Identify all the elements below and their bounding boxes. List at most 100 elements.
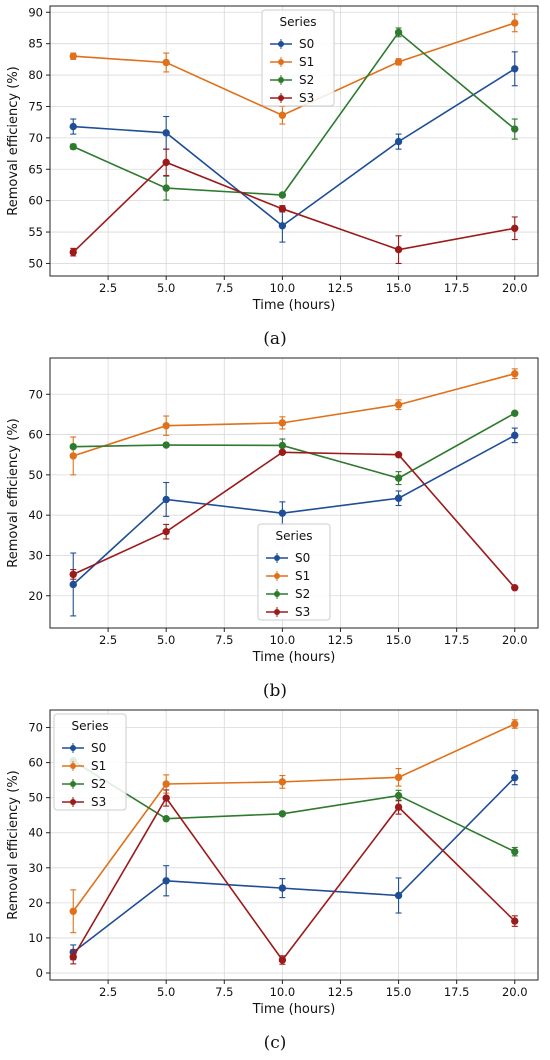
x-tick-label: 10.0 [270,281,296,295]
y-tick-label: 20 [28,589,43,603]
data-point [394,28,403,37]
legend-title: Series [276,529,313,543]
plot-frame [49,5,539,277]
data-point [394,773,403,782]
data-point [394,803,403,811]
data-point [69,442,77,451]
y-axis-label: Removal efficiency (%) [6,418,21,568]
data-point [511,65,519,73]
legend-entry-label: S2 [299,73,314,87]
legend: Series S0 S1 S2 S3 [261,9,335,107]
data-point [162,184,170,192]
legend-entry-label: S2 [295,587,310,601]
x-tick-label: 7.5 [215,985,233,999]
data-point [69,907,77,915]
data-point [278,810,287,818]
y-tick-label: 55 [28,225,43,239]
x-tick-label: 7.5 [215,633,233,647]
series-s0 [69,427,519,617]
legend-entry-label: S3 [295,605,310,619]
data-point [162,441,170,449]
legend-swatch-marker [274,591,280,597]
series-line [72,796,516,962]
data-point [511,370,519,378]
y-tick-label: 50 [28,468,43,482]
data-point [69,52,77,60]
data-point [511,409,519,417]
chart-panel-a: 2.5 5.0 7.5 10.0 12.5 15.0 17.5 20.0 50 55 60 65 70 7… [0,0,550,352]
data-point [278,778,287,786]
data-point [162,422,170,430]
legend-swatch-marker [70,763,76,769]
data-point [511,720,519,728]
x-tick-label: 12.5 [328,281,354,295]
data-point [69,580,77,589]
legend-title: Series [280,15,317,29]
y-tick-label: 65 [28,162,43,176]
y-tick-label: 0 [36,966,43,980]
legend-swatch-marker [274,573,280,579]
data-point [162,527,170,536]
data-point [162,129,170,137]
data-point [162,780,170,788]
y-tick-label: 70 [28,131,43,145]
legend-swatch-marker [274,609,280,615]
series-s3 [69,148,519,264]
x-axis-label: Time (hours) [252,1002,336,1017]
legend-entry-label: S1 [295,569,310,583]
data-point [511,917,519,925]
data-point [511,19,519,27]
data-point [278,884,287,892]
data-point [278,191,287,199]
data-point [278,509,287,517]
legend-swatch-marker [278,95,284,101]
panel-label: (b) [263,681,287,701]
x-tick-label: 12.5 [328,633,354,647]
legend-swatch-marker [70,799,76,805]
x-tick-label: 17.5 [444,633,470,647]
data-point [394,401,403,409]
chart-b-svg: 2.5 5.0 7.5 10.0 12.5 15.0 17.5 20.0 20 30 40 50 60 7… [6,357,539,701]
data-point [511,125,519,133]
legend-entry-label: S0 [91,741,106,755]
series-s0 [69,770,519,961]
data-point [394,137,403,146]
x-axis-label: Time (hours) [252,650,336,665]
x-tick-label: 10.0 [270,633,296,647]
series-line [72,777,516,953]
y-tick-label: 90 [28,5,43,19]
legend-entry-label: S0 [295,551,310,565]
data-point [394,451,403,459]
plot-frame [49,357,539,629]
x-axis-label: Time (hours) [252,298,336,313]
data-point [511,773,519,782]
x-tick-label: 17.5 [444,281,470,295]
series-s3 [69,448,519,592]
data-point [162,815,170,823]
legend-entry-label: S1 [91,759,106,773]
panel-label: (a) [263,329,286,349]
x-tick-label: 17.5 [444,985,470,999]
data-point [162,158,170,167]
series-line [73,412,516,479]
x-tick-label: 10.0 [270,985,296,999]
y-tick-label: 60 [28,194,43,208]
series-s2 [69,27,519,201]
y-axis-label: Removal efficiency (%) [6,770,21,920]
legend-entry-label: S3 [91,795,106,809]
x-tick-label: 15.0 [386,985,412,999]
data-point [69,452,77,460]
legend-swatch-marker [278,59,284,65]
legend-entry-label: S0 [299,37,314,51]
data-point [278,222,287,230]
legend-entry-label: S1 [299,55,314,69]
data-point [394,791,403,800]
data-point [69,570,77,579]
legend-swatch-marker [278,77,284,83]
x-tick-label: 5.0 [157,633,175,647]
chart-panel-c: 2.5 5.0 7.5 10.0 12.5 15.0 17.5 20.0 0 10 20 30 40 50… [0,704,550,1056]
series-s2 [69,757,519,857]
y-tick-label: 60 [28,756,43,770]
y-tick-label: 85 [28,37,43,51]
